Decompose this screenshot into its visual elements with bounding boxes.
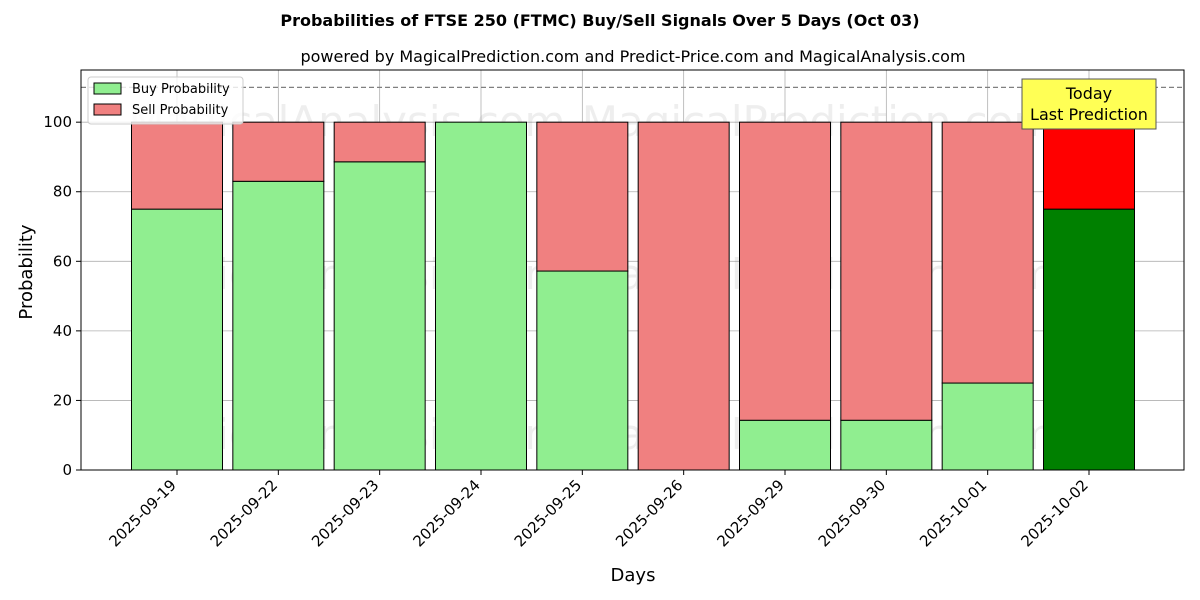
bar-buy [1043, 208, 1135, 471]
x-axis-label: Days [611, 565, 656, 586]
today-annotation: Today Last Prediction [1021, 78, 1157, 130]
x-tick-label: 2025-10-01 [916, 476, 990, 550]
bar-buy [131, 208, 223, 471]
x-axis-ticks: 2025-09-19 2025-09-22 2025-09-23 2025-09-24… [105, 470, 1092, 550]
y-tick-label: 40 [53, 322, 72, 340]
chart-subtitle: powered by MagicalPrediction.com and Pre… [300, 47, 965, 66]
x-tick-label: 2025-10-02 [1017, 476, 1091, 550]
x-tick-label: 2025-09-30 [815, 476, 889, 550]
bar-buy [840, 419, 933, 471]
bar-buy [941, 382, 1034, 471]
y-tick-label: 0 [62, 461, 72, 479]
x-tick-label: 2025-09-22 [207, 476, 281, 550]
bar-sell [232, 121, 325, 182]
bar-sell [333, 121, 426, 163]
y-axis-label: Probability [16, 224, 37, 319]
bar-sell [1043, 121, 1135, 210]
bar-buy [232, 180, 325, 471]
y-tick-label: 20 [53, 391, 72, 409]
plot-frame [80, 69, 1185, 471]
bar-buy [435, 121, 527, 471]
bar-sell [131, 121, 223, 210]
bar-sell [739, 121, 831, 421]
bar-sell [536, 121, 629, 272]
x-tick-label: 2025-09-23 [308, 476, 382, 550]
x-tick-label: 2025-09-25 [511, 476, 585, 550]
x-tick-label: 2025-09-26 [612, 476, 686, 550]
annotation-box [1021, 78, 1157, 130]
x-tick-label: 2025-09-29 [713, 476, 787, 550]
bar-sell [840, 121, 933, 421]
legend-swatch [93, 103, 122, 116]
x-tick-label: 2025-09-19 [105, 476, 179, 550]
y-axis-ticks: 0 20 40 60 80 100 [43, 113, 81, 479]
bar-sell [637, 121, 730, 471]
legend-label: Buy Probability [132, 82, 230, 97]
legend-label: Sell Probability [132, 103, 229, 118]
legend-swatch [93, 82, 122, 95]
annotation-text: Last Prediction [1030, 105, 1148, 124]
bars [131, 121, 1135, 471]
bar-buy [739, 419, 831, 471]
legend: Buy Probability Sell Probability [87, 76, 244, 125]
bar-buy [333, 161, 426, 471]
x-tick-label: 2025-09-24 [409, 476, 483, 550]
y-tick-label: 80 [53, 183, 72, 201]
bar-buy [536, 270, 629, 471]
chart-title: Probabilities of FTSE 250 (FTMC) Buy/Sel… [280, 11, 919, 30]
annotation-text: Today [1065, 84, 1112, 103]
y-tick-label: 100 [43, 113, 72, 131]
bar-sell [941, 121, 1034, 384]
legend-box [87, 76, 244, 125]
y-tick-label: 60 [53, 252, 72, 270]
